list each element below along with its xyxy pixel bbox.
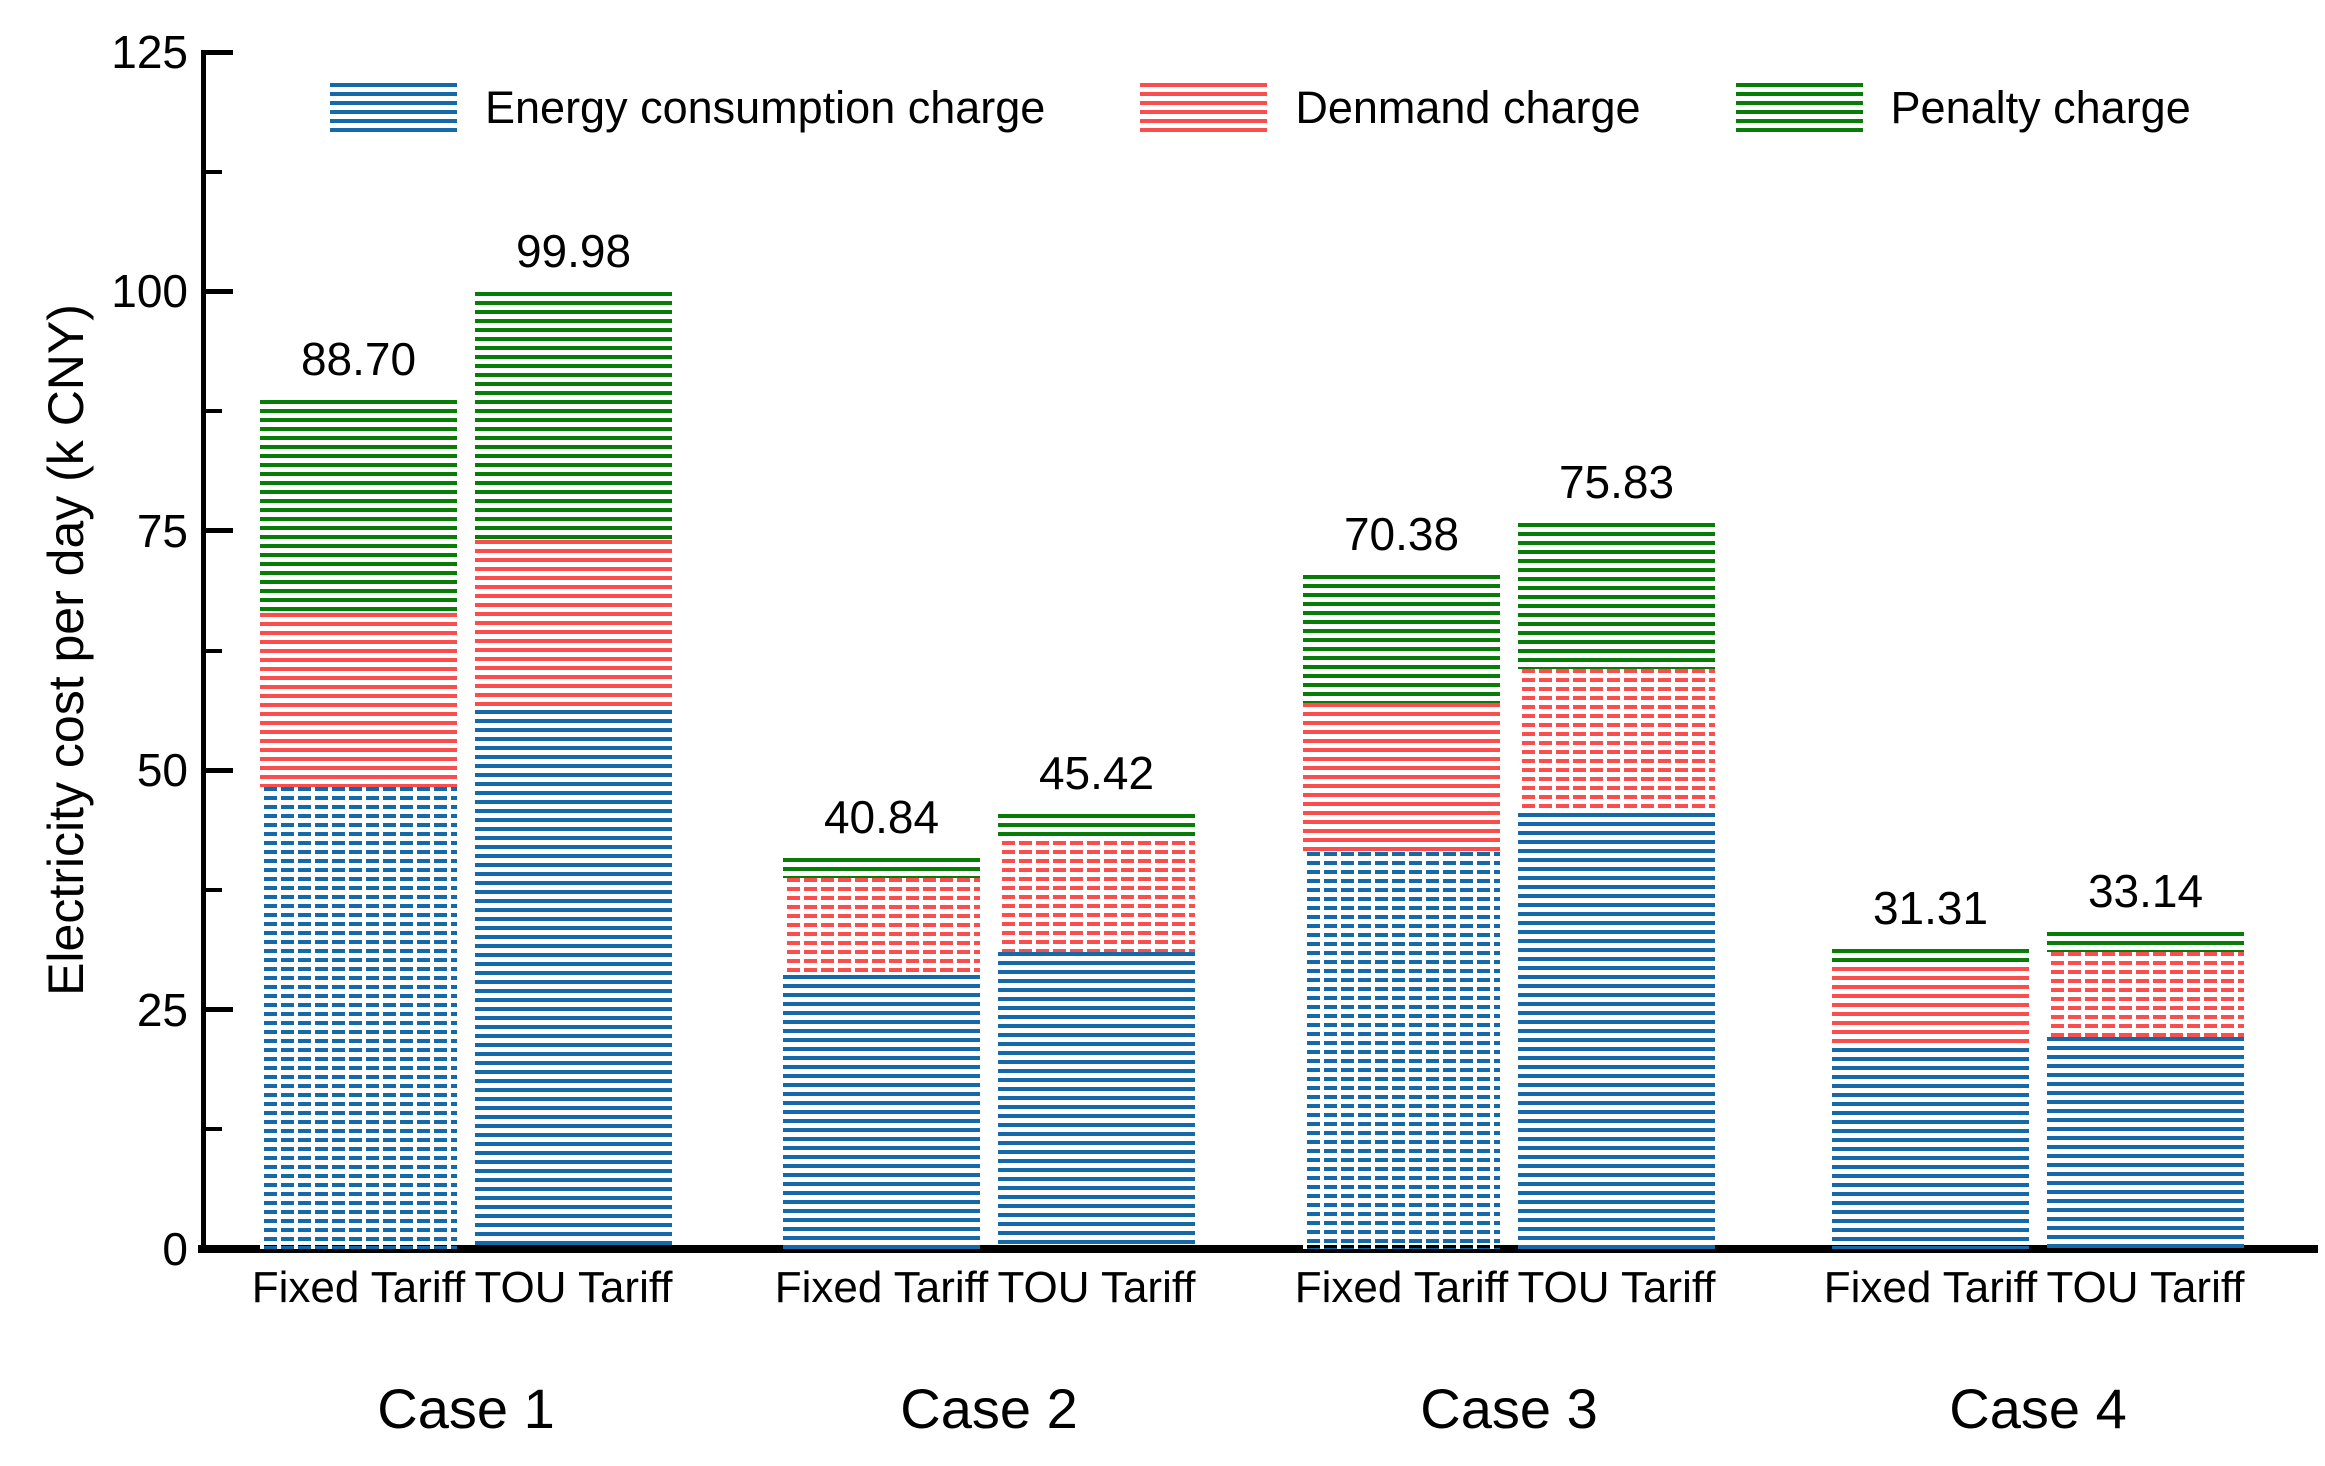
bar-total-label: 33.14	[2087, 864, 2204, 917]
stacked-bar	[1518, 522, 1715, 1249]
bar-segment-penalty	[783, 857, 980, 879]
stacked-bar	[2047, 931, 2244, 1249]
y-axis-major-tick	[206, 528, 233, 534]
bar-segment-penalty	[1518, 522, 1715, 669]
x-axis-tick-label: Fixed Tariff	[1294, 1263, 1509, 1312]
y-axis-major-tick	[206, 49, 233, 55]
x-axis-tick-label: Fixed Tariff	[251, 1263, 466, 1312]
y-axis-tick-label: 75	[136, 504, 188, 557]
y-axis-major-tick	[206, 767, 233, 773]
x-axis-tick-label: TOU Tariff	[474, 1263, 673, 1312]
stacked-bar	[260, 399, 457, 1249]
bar-total-label: 45.42	[1038, 747, 1155, 800]
group-label: Case 2	[900, 1377, 1078, 1440]
x-axis-tick-label: TOU Tariff	[997, 1263, 1196, 1312]
x-axis-tick-label: TOU Tariff	[1517, 1263, 1716, 1312]
group-label: Case 3	[1420, 1377, 1598, 1440]
bar-total-label: 40.84	[823, 790, 940, 843]
y-axis-major-tick	[206, 288, 233, 294]
legend: Energy consumption charge Denmand charge P…	[330, 83, 2191, 132]
bar-segment-demand	[260, 613, 457, 788]
legend-swatch-icon	[1735, 83, 1863, 132]
stacked-bar	[1832, 949, 2029, 1249]
bar-total-label: 70.38	[1343, 508, 1460, 561]
bar-segment-demand	[1518, 668, 1715, 814]
bar-segment-energy	[2047, 1037, 2244, 1249]
bar-segment-penalty	[260, 399, 457, 614]
bar-total-label: 88.70	[300, 332, 417, 385]
bar-segment-energy	[260, 787, 457, 1249]
bar-segment-demand	[1303, 703, 1500, 852]
x-axis-line	[198, 1245, 2318, 1253]
y-axis-tick-label: 125	[111, 26, 188, 78]
y-axis-minor-tick	[206, 1127, 222, 1132]
y-axis-minor-tick	[206, 648, 222, 653]
x-axis-tick-label: TOU Tariff	[2046, 1263, 2245, 1312]
legend-label: Energy consumption charge	[485, 82, 1046, 133]
stacked-bar	[475, 291, 672, 1249]
y-axis-title: Electricity cost per day (k CNY)	[38, 304, 94, 996]
bar-segment-energy	[1518, 813, 1715, 1249]
y-axis-line	[201, 50, 206, 1249]
y-axis-major-tick	[206, 1246, 233, 1252]
y-axis-tick-label: 50	[136, 744, 188, 797]
legend-entry: Energy consumption charge	[330, 83, 1045, 132]
bar-segment-demand	[998, 841, 1195, 953]
y-axis-major-tick	[206, 1007, 233, 1013]
bar-segment-penalty	[2047, 931, 2244, 953]
y-axis-tick-label: 100	[111, 265, 188, 318]
y-axis-tick-label: 0	[162, 1223, 188, 1275]
bar-segment-penalty	[1832, 949, 2029, 968]
legend-swatch-icon	[330, 83, 457, 132]
bar-total-label: 31.31	[1872, 882, 1989, 935]
bar-segment-demand	[475, 540, 672, 710]
bar-segment-penalty	[1303, 575, 1500, 704]
bar-total-label: 75.83	[1558, 455, 1675, 508]
y-axis-minor-tick	[206, 169, 222, 174]
stacked-bar	[783, 857, 980, 1249]
legend-label: Denmand charge	[1295, 82, 1641, 133]
stacked-bar	[998, 814, 1195, 1249]
bar-segment-energy	[783, 975, 980, 1249]
bar-segment-energy	[475, 709, 672, 1249]
x-axis-tick-label: Fixed Tariff	[774, 1263, 989, 1312]
legend-entry: Denmand charge	[1140, 82, 1641, 133]
group-label: Case 4	[1949, 1377, 2127, 1440]
group-label: Case 1	[377, 1377, 555, 1440]
stacked-bar	[1303, 575, 1500, 1249]
bar-segment-penalty	[998, 814, 1195, 842]
bar-total-label: 99.98	[515, 224, 632, 277]
bar-segment-demand	[2047, 952, 2244, 1038]
bar-segment-demand	[1832, 967, 2029, 1048]
legend-label: Penalty charge	[1890, 82, 2191, 133]
bar-segment-energy	[1832, 1047, 2029, 1249]
bar-segment-energy	[998, 952, 1195, 1249]
bar-segment-demand	[783, 878, 980, 976]
y-axis-minor-tick	[206, 409, 222, 414]
x-axis-tick-label: Fixed Tariff	[1823, 1263, 2038, 1312]
legend-swatch-icon	[1140, 83, 1268, 132]
y-axis-tick-label: 25	[136, 983, 188, 1036]
y-axis-minor-tick	[206, 887, 222, 892]
legend-entry: Penalty charge	[1735, 82, 2191, 133]
bar-segment-energy	[1303, 851, 1500, 1249]
bar-segment-penalty	[475, 291, 672, 541]
